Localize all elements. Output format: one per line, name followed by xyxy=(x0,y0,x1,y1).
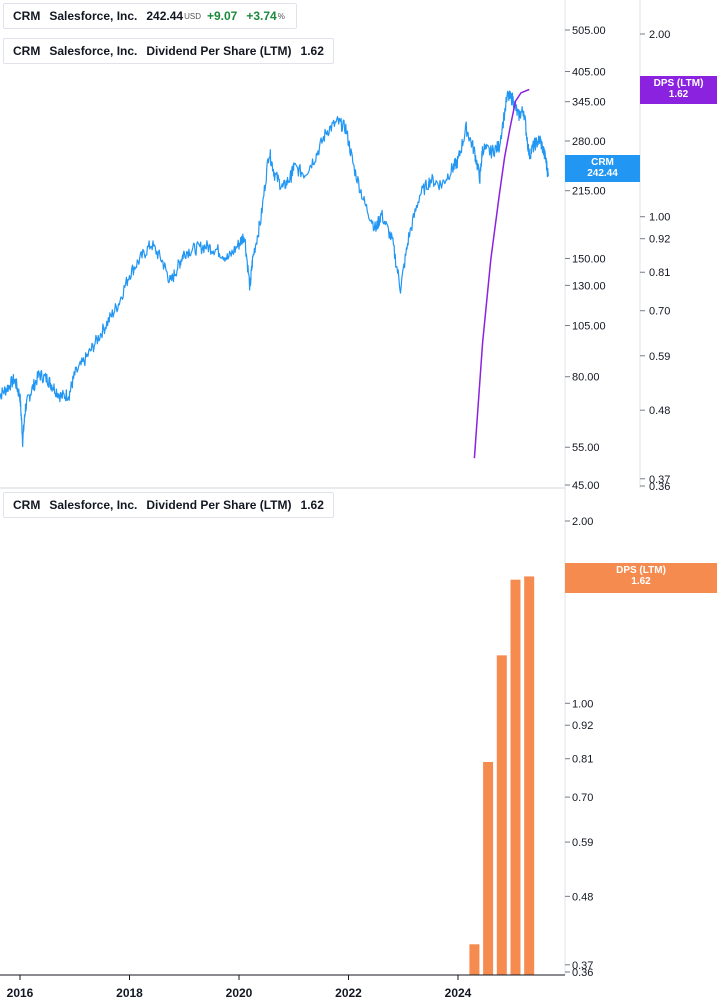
dps-tick-label: 0.37 xyxy=(649,474,670,486)
crm-price-badge: CRM 242.44 xyxy=(565,155,640,182)
legend-company: Salesforce, Inc. xyxy=(49,44,138,58)
dps-top-badge-value: 1.62 xyxy=(668,89,689,100)
legend-dps-bottom[interactable]: CRM Salesforce, Inc. Dividend Per Share … xyxy=(3,492,334,518)
bottom-dps-tick-label: 0.70 xyxy=(572,792,593,804)
bottom-pane[interactable] xyxy=(469,576,535,975)
crm-badge-value: 242.44 xyxy=(587,168,618,179)
bottom-dps-tick-label: 0.59 xyxy=(572,837,593,849)
crm-price-line xyxy=(0,90,549,448)
dps-tick-label: 2.00 xyxy=(649,29,670,41)
time-tick-label: 2024 xyxy=(445,986,472,1000)
price-tick-label: 80.00 xyxy=(572,372,600,384)
legend-change-pct: +3.74 xyxy=(246,9,277,23)
dps-bar xyxy=(496,655,507,975)
dps-tick-label: 0.70 xyxy=(649,306,670,318)
crm-badge-label: CRM xyxy=(591,157,614,168)
price-tick-label: 405.00 xyxy=(572,67,606,79)
legend-currency: USD xyxy=(184,11,201,21)
legend-ticker: CRM xyxy=(13,9,41,23)
price-tick-label: 130.00 xyxy=(572,280,606,292)
legend-ticker: CRM xyxy=(13,498,41,512)
dps-bar xyxy=(510,579,521,975)
bottom-dps-tick-label: 0.48 xyxy=(572,891,593,903)
dps-bar xyxy=(483,761,494,975)
time-tick-label: 2018 xyxy=(116,986,143,1000)
dps-bar xyxy=(524,576,535,975)
dps-tick-label: 0.36 xyxy=(649,481,670,493)
price-tick-label: 105.00 xyxy=(572,321,606,333)
legend-price[interactable]: CRM Salesforce, Inc. 242.44 USD +9.07 +3… xyxy=(3,3,297,29)
bottom-dps-tick-label: 0.37 xyxy=(572,960,593,972)
dps-bottom-badge-value: 1.62 xyxy=(631,576,651,587)
bottom-dps-tick-label: 0.92 xyxy=(572,720,593,732)
dps-tick-label: 1.00 xyxy=(649,212,670,224)
dps-bottom-badge-label: DPS (LTM) xyxy=(616,565,666,576)
price-tick-label: 345.00 xyxy=(572,97,606,109)
dps-tick-label: 0.92 xyxy=(649,234,670,246)
legend-price-value: 242.44 xyxy=(146,9,184,23)
legend-metric: Dividend Per Share (LTM) xyxy=(146,498,292,512)
price-tick-label: 55.00 xyxy=(572,442,600,454)
dps-top-badge-label: DPS (LTM) xyxy=(653,78,704,89)
bottom-dps-tick-label: 1.00 xyxy=(572,698,593,710)
dps-bottom-badge: DPS (LTM) 1.62 xyxy=(565,563,717,593)
legend-company: Salesforce, Inc. xyxy=(49,498,138,512)
time-tick-label: 2020 xyxy=(226,986,253,1000)
dps-tick-label: 0.59 xyxy=(649,351,670,363)
bottom-dps-tick-label: 2.00 xyxy=(572,516,593,528)
time-tick-label: 2022 xyxy=(335,986,362,1000)
dps-line xyxy=(473,88,530,459)
legend-metric: Dividend Per Share (LTM) xyxy=(146,44,292,58)
axes: 45.00 55.00 80.00 105.00 130.00 150.00 215.00 2… xyxy=(0,0,670,1000)
legend-pct-sign: % xyxy=(277,11,285,21)
dps-tick-label: 0.48 xyxy=(649,405,670,417)
top-pane[interactable] xyxy=(0,88,549,459)
dps-top-badge: DPS (LTM) 1.62 xyxy=(640,76,717,104)
price-tick-label: 280.00 xyxy=(572,136,606,148)
legend-dps-top[interactable]: CRM Salesforce, Inc. Dividend Per Share … xyxy=(3,38,334,64)
legend-company: Salesforce, Inc. xyxy=(49,9,138,23)
bottom-dps-tick-label: 0.36 xyxy=(572,967,593,979)
dps-tick-label: 0.81 xyxy=(649,267,670,279)
price-tick-label: 215.00 xyxy=(572,186,606,198)
legend-change: +9.07 xyxy=(206,9,238,23)
time-tick-label: 2016 xyxy=(7,986,34,1000)
price-tick-label: 150.00 xyxy=(572,253,606,265)
legend-dps-value: 1.62 xyxy=(300,498,324,512)
legend-dps-value: 1.62 xyxy=(300,44,324,58)
price-tick-label: 45.00 xyxy=(572,480,600,492)
price-tick-label: 505.00 xyxy=(572,25,606,37)
bottom-dps-tick-label: 0.81 xyxy=(572,754,593,766)
dps-bar xyxy=(469,944,480,975)
legend-ticker: CRM xyxy=(13,44,41,58)
